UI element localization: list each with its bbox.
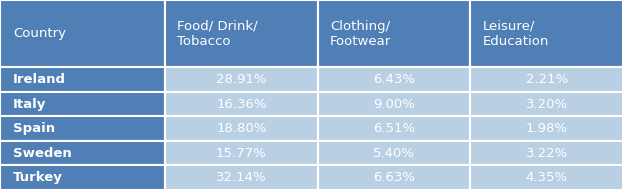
Bar bbox=[470, 116, 623, 141]
Text: 5.40%: 5.40% bbox=[373, 147, 415, 160]
Bar bbox=[165, 141, 318, 165]
Text: 2.21%: 2.21% bbox=[526, 73, 568, 86]
Bar bbox=[0, 141, 165, 165]
Text: 9.00%: 9.00% bbox=[373, 98, 415, 111]
Text: 6.51%: 6.51% bbox=[373, 122, 415, 135]
Text: Leisure/
Education: Leisure/ Education bbox=[483, 20, 549, 48]
Bar bbox=[165, 165, 318, 190]
Text: 16.36%: 16.36% bbox=[216, 98, 267, 111]
Text: Sweden: Sweden bbox=[13, 147, 72, 160]
Bar bbox=[165, 116, 318, 141]
Bar bbox=[0, 67, 165, 92]
Text: Italy: Italy bbox=[13, 98, 47, 111]
Text: 6.63%: 6.63% bbox=[373, 171, 415, 184]
Bar bbox=[470, 67, 623, 92]
Text: 18.80%: 18.80% bbox=[216, 122, 267, 135]
Text: 15.77%: 15.77% bbox=[216, 147, 267, 160]
Text: 3.20%: 3.20% bbox=[526, 98, 568, 111]
Bar bbox=[0, 92, 165, 116]
Text: Turkey: Turkey bbox=[13, 171, 63, 184]
Bar bbox=[318, 92, 470, 116]
Text: Food/ Drink/
Tobacco: Food/ Drink/ Tobacco bbox=[178, 20, 258, 48]
Text: Ireland: Ireland bbox=[13, 73, 66, 86]
Text: 1.98%: 1.98% bbox=[526, 122, 568, 135]
Text: 3.22%: 3.22% bbox=[526, 147, 568, 160]
Bar bbox=[470, 92, 623, 116]
Bar bbox=[0, 116, 165, 141]
Bar bbox=[318, 0, 470, 67]
Bar bbox=[318, 67, 470, 92]
Text: 32.14%: 32.14% bbox=[216, 171, 267, 184]
Bar bbox=[318, 116, 470, 141]
Bar bbox=[318, 165, 470, 190]
Text: Spain: Spain bbox=[13, 122, 55, 135]
Bar bbox=[165, 92, 318, 116]
Bar bbox=[470, 141, 623, 165]
Bar bbox=[165, 67, 318, 92]
Text: 28.91%: 28.91% bbox=[216, 73, 267, 86]
Bar bbox=[0, 0, 165, 67]
Bar bbox=[318, 141, 470, 165]
Bar bbox=[0, 165, 165, 190]
Text: 6.43%: 6.43% bbox=[373, 73, 415, 86]
Text: 4.35%: 4.35% bbox=[526, 171, 568, 184]
Bar bbox=[470, 165, 623, 190]
Text: Clothing/
Footwear: Clothing/ Footwear bbox=[330, 20, 391, 48]
Bar bbox=[165, 0, 318, 67]
Bar bbox=[470, 0, 623, 67]
Text: Country: Country bbox=[13, 27, 66, 40]
